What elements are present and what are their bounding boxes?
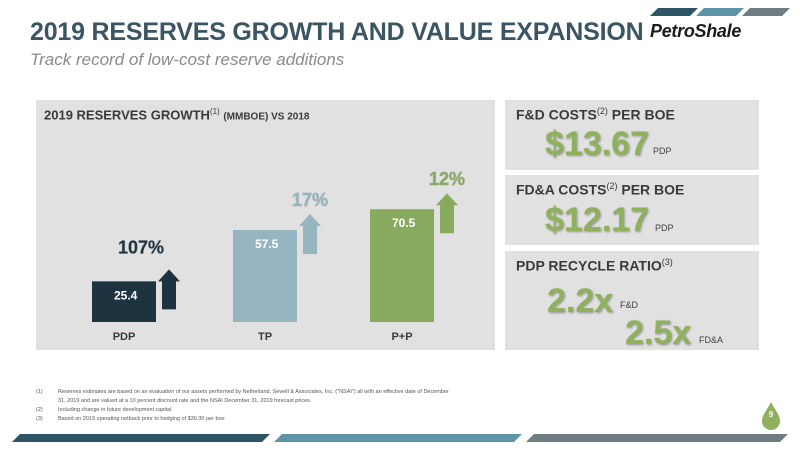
fda-costs-box: FD&A COSTS(2) PER BOE $12.17 PDP xyxy=(505,175,759,245)
fd-costs-title-rest: PER BOE xyxy=(607,106,675,123)
growth-percent-label: 12% xyxy=(429,169,465,189)
footnote-item: (3) Based on 2019 operating netback prior… xyxy=(36,415,456,424)
logo-stripes xyxy=(650,8,790,16)
page-number: 9 xyxy=(768,410,774,419)
growth-arrow-icon xyxy=(436,193,458,234)
category-label: PDP xyxy=(113,331,136,343)
bar-pdp xyxy=(92,281,156,322)
fda-costs-title-main: FD&A COSTS xyxy=(516,181,607,198)
growth-percent-label: 17% xyxy=(292,190,328,210)
footnote-text: Reserves estimates are based on an evalu… xyxy=(58,389,449,404)
recycle-ratio-box: PDP RECYCLE RATIO(3) 2.2x F&D 2.5x FD&A xyxy=(505,251,759,350)
recycle-ratio-title: PDP RECYCLE RATIO(3) xyxy=(516,257,673,274)
fd-costs-box: F&D COSTS(2) PER BOE $13.67 PDP xyxy=(505,100,759,170)
chart-canvas: 25.4 PDP 107% 57.5 TP 17% 70.5 P+P 12% xyxy=(92,169,466,343)
fd-costs-title-main: F&D COSTS xyxy=(516,106,597,123)
footnotes: (1) Reserves estimates are based on an ev… xyxy=(36,388,456,424)
reserves-growth-chart: 2019 RESERVES GROWTH(1) (MMBOE) VS 2018 … xyxy=(36,100,495,350)
chart-title-main: 2019 RESERVES GROWTH xyxy=(44,107,210,123)
fda-costs-value: $12.17 xyxy=(545,201,649,239)
fd-costs-footnote-ref: (2) xyxy=(596,106,608,116)
fd-costs-unit: PDP xyxy=(653,146,672,156)
footnote-text: Including change in future development c… xyxy=(58,407,172,413)
fd-costs-value: $13.67 xyxy=(545,125,649,163)
bottom-decoration xyxy=(12,434,788,442)
footnote-item: (2) Including change in future developmen… xyxy=(36,406,456,415)
recycle-ratio-footnote-ref: (3) xyxy=(661,257,673,267)
footnote-number: (1) xyxy=(36,389,43,395)
bar-value-label: 70.5 xyxy=(392,216,416,230)
chart-title-footnote-ref: (1) xyxy=(209,107,220,116)
category-label: TP xyxy=(258,331,272,343)
fda-costs-footnote-ref: (2) xyxy=(606,181,618,191)
bar-ppp xyxy=(370,209,434,322)
fda-costs-title-rest: PER BOE xyxy=(617,181,685,198)
footnote-text: Based on 2019 operating netback prior to… xyxy=(58,416,225,422)
page-subtitle: Track record of low-cost reserve additio… xyxy=(30,50,345,69)
recycle-ratio-fd-unit: F&D xyxy=(620,300,638,310)
fd-costs-title: F&D COSTS(2) PER BOE xyxy=(516,106,675,123)
fda-costs-unit: PDP xyxy=(655,223,674,233)
footnote-number: (3) xyxy=(36,416,43,422)
footnote-number: (2) xyxy=(36,407,43,413)
logo-text: PetroShale xyxy=(650,21,742,41)
page-title: 2019 RESERVES GROWTH AND VALUE EXPANSION xyxy=(30,18,644,46)
bar-value-label: 25.4 xyxy=(114,288,138,302)
bar-value-label: 57.5 xyxy=(255,237,279,251)
recycle-ratio-fda-unit: FD&A xyxy=(699,335,724,345)
chart-title-units: (MMBOE) VS 2018 xyxy=(223,111,310,123)
growth-percent-label: 107% xyxy=(118,237,164,257)
category-label: P+P xyxy=(391,331,412,343)
recycle-ratio-fda-value: 2.5x xyxy=(625,314,692,352)
fda-costs-title: FD&A COSTS(2) PER BOE xyxy=(516,181,684,198)
footnote-item: (1) Reserves estimates are based on an ev… xyxy=(36,388,456,406)
chart-title: 2019 RESERVES GROWTH(1) (MMBOE) VS 2018 xyxy=(44,107,309,122)
recycle-ratio-title-main: PDP RECYCLE RATIO xyxy=(516,257,662,274)
growth-arrow-icon xyxy=(158,269,180,310)
recycle-ratio-fd-value: 2.2x xyxy=(547,282,614,320)
growth-arrow-icon xyxy=(299,214,321,254)
page-badge-drop-icon xyxy=(762,402,780,430)
bar-tp xyxy=(233,230,297,322)
